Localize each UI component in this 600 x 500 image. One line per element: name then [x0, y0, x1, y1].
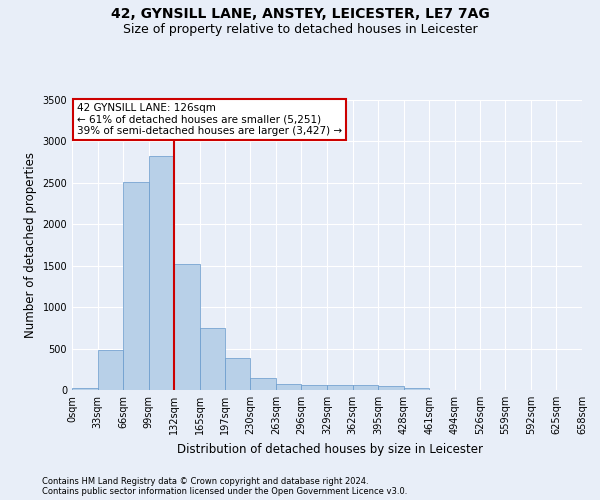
- Text: Contains public sector information licensed under the Open Government Licence v3: Contains public sector information licen…: [42, 488, 407, 496]
- Text: Distribution of detached houses by size in Leicester: Distribution of detached houses by size …: [177, 442, 483, 456]
- Bar: [250, 378, 276, 390]
- Bar: [149, 156, 175, 390]
- Text: Contains HM Land Registry data © Crown copyright and database right 2024.: Contains HM Land Registry data © Crown c…: [42, 478, 368, 486]
- Text: 42 GYNSILL LANE: 126sqm
← 61% of detached houses are smaller (5,251)
39% of semi: 42 GYNSILL LANE: 126sqm ← 61% of detache…: [77, 103, 342, 136]
- Bar: [200, 328, 224, 390]
- Bar: [72, 388, 98, 390]
- Bar: [175, 264, 200, 390]
- Bar: [98, 350, 123, 390]
- Bar: [276, 384, 301, 390]
- Bar: [301, 386, 327, 390]
- Bar: [378, 386, 404, 390]
- Bar: [327, 386, 353, 390]
- Text: Size of property relative to detached houses in Leicester: Size of property relative to detached ho…: [122, 22, 478, 36]
- Text: 42, GYNSILL LANE, ANSTEY, LEICESTER, LE7 7AG: 42, GYNSILL LANE, ANSTEY, LEICESTER, LE7…: [110, 8, 490, 22]
- Bar: [404, 388, 430, 390]
- Y-axis label: Number of detached properties: Number of detached properties: [24, 152, 37, 338]
- Bar: [353, 386, 378, 390]
- Bar: [123, 182, 149, 390]
- Bar: [224, 358, 250, 390]
